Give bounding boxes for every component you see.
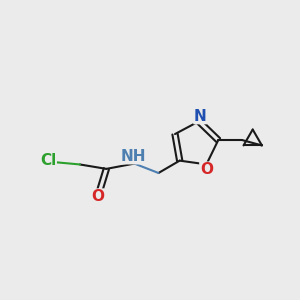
Text: N: N	[194, 109, 207, 124]
Text: Cl: Cl	[40, 153, 56, 168]
Text: O: O	[200, 162, 213, 177]
Text: O: O	[91, 189, 104, 204]
Text: NH: NH	[121, 149, 146, 164]
